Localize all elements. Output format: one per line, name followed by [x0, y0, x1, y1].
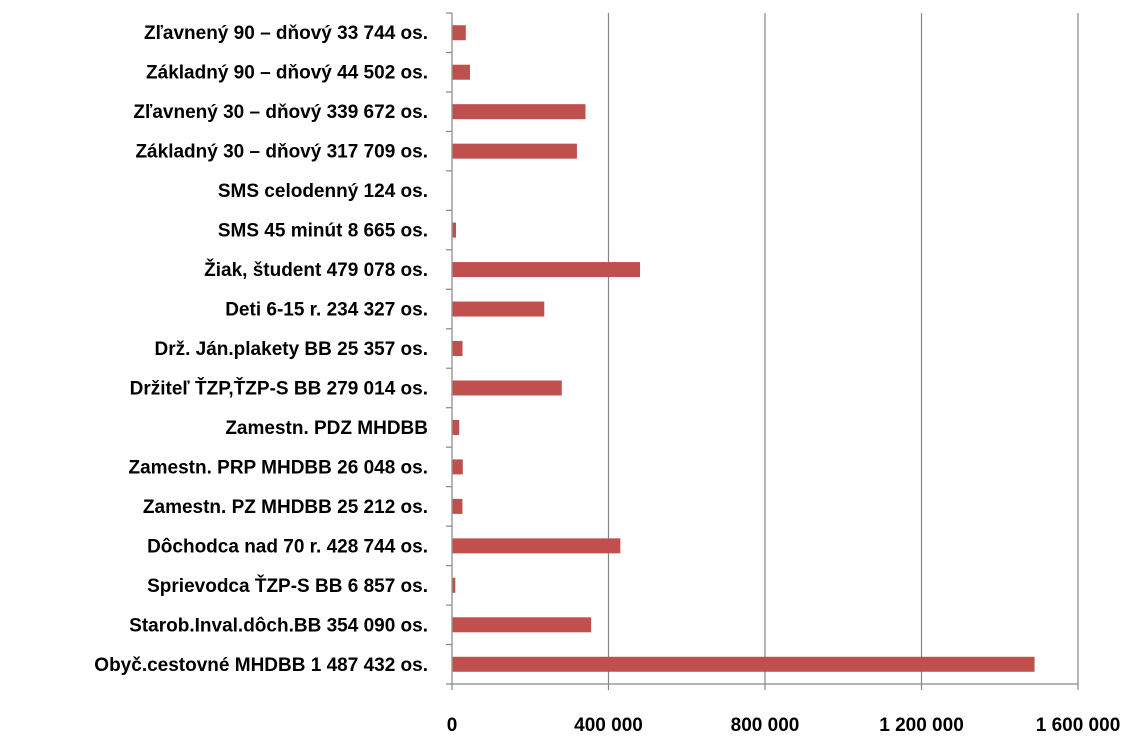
- bar: [453, 341, 463, 356]
- x-tick-label: 1 600 000: [1036, 715, 1121, 736]
- category-label: Drž. Ján.plakety BB 25 357 os.: [154, 339, 428, 360]
- bar: [453, 499, 463, 514]
- bar: [453, 144, 577, 159]
- category-label: Zľavnený 30 – dňový 339 672 os.: [133, 102, 428, 123]
- category-label: Zamestn. PDZ MHDBB: [225, 418, 428, 439]
- bar: [453, 617, 592, 632]
- bar-layer: [453, 25, 1035, 672]
- label-layer: 0 400 000 800 000 1 200 000 1 600 000 Zľavnen…: [94, 23, 1120, 736]
- x-tick-label: 0: [447, 715, 458, 736]
- category-label: Sprievodca ŤZP-S BB 6 857 os.: [147, 575, 428, 597]
- x-tick-label: 800 000: [731, 715, 800, 736]
- bar: [453, 538, 621, 553]
- bar: [453, 578, 456, 593]
- grid-layer: [609, 13, 1079, 684]
- bar: [453, 459, 463, 474]
- category-label: Žiak, študent 479 078 os.: [204, 259, 428, 281]
- x-tick-label: 400 000: [574, 715, 643, 736]
- category-label: Obyč.cestovné MHDBB 1 487 432 os.: [94, 655, 428, 676]
- category-label: Základný 30 – dňový 317 709 os.: [135, 142, 428, 163]
- category-label: SMS 45 minút 8 665 os.: [218, 221, 428, 242]
- category-label: Držiteľ ŤZP,ŤZP-S BB 279 014 os.: [130, 377, 428, 399]
- bar: [453, 223, 456, 238]
- bar: [453, 420, 460, 435]
- category-label: Dôchodca nad 70 r. 428 744 os.: [147, 536, 428, 557]
- category-label: Zamestn. PZ MHDBB 25 212 os.: [143, 497, 428, 518]
- bar: [453, 25, 466, 40]
- bar: [453, 657, 1035, 672]
- bar: [453, 104, 586, 119]
- category-label: Deti 6-15 r. 234 327 os.: [225, 300, 428, 321]
- category-label: SMS celodenný 124 os.: [218, 181, 428, 202]
- category-label: Zľavnený 90 – dňový 33 744 os.: [144, 23, 428, 44]
- category-label: Základný 90 – dňový 44 502 os.: [146, 63, 428, 84]
- category-label: Zamestn. PRP MHDBB 26 048 os.: [128, 457, 428, 478]
- bar: [453, 262, 640, 277]
- bar: [453, 302, 545, 317]
- category-label: Starob.Inval.dôch.BB 354 090 os.: [129, 615, 428, 636]
- x-tick-label: 1 200 000: [879, 715, 964, 736]
- bar: [453, 380, 562, 395]
- bar: [453, 65, 470, 80]
